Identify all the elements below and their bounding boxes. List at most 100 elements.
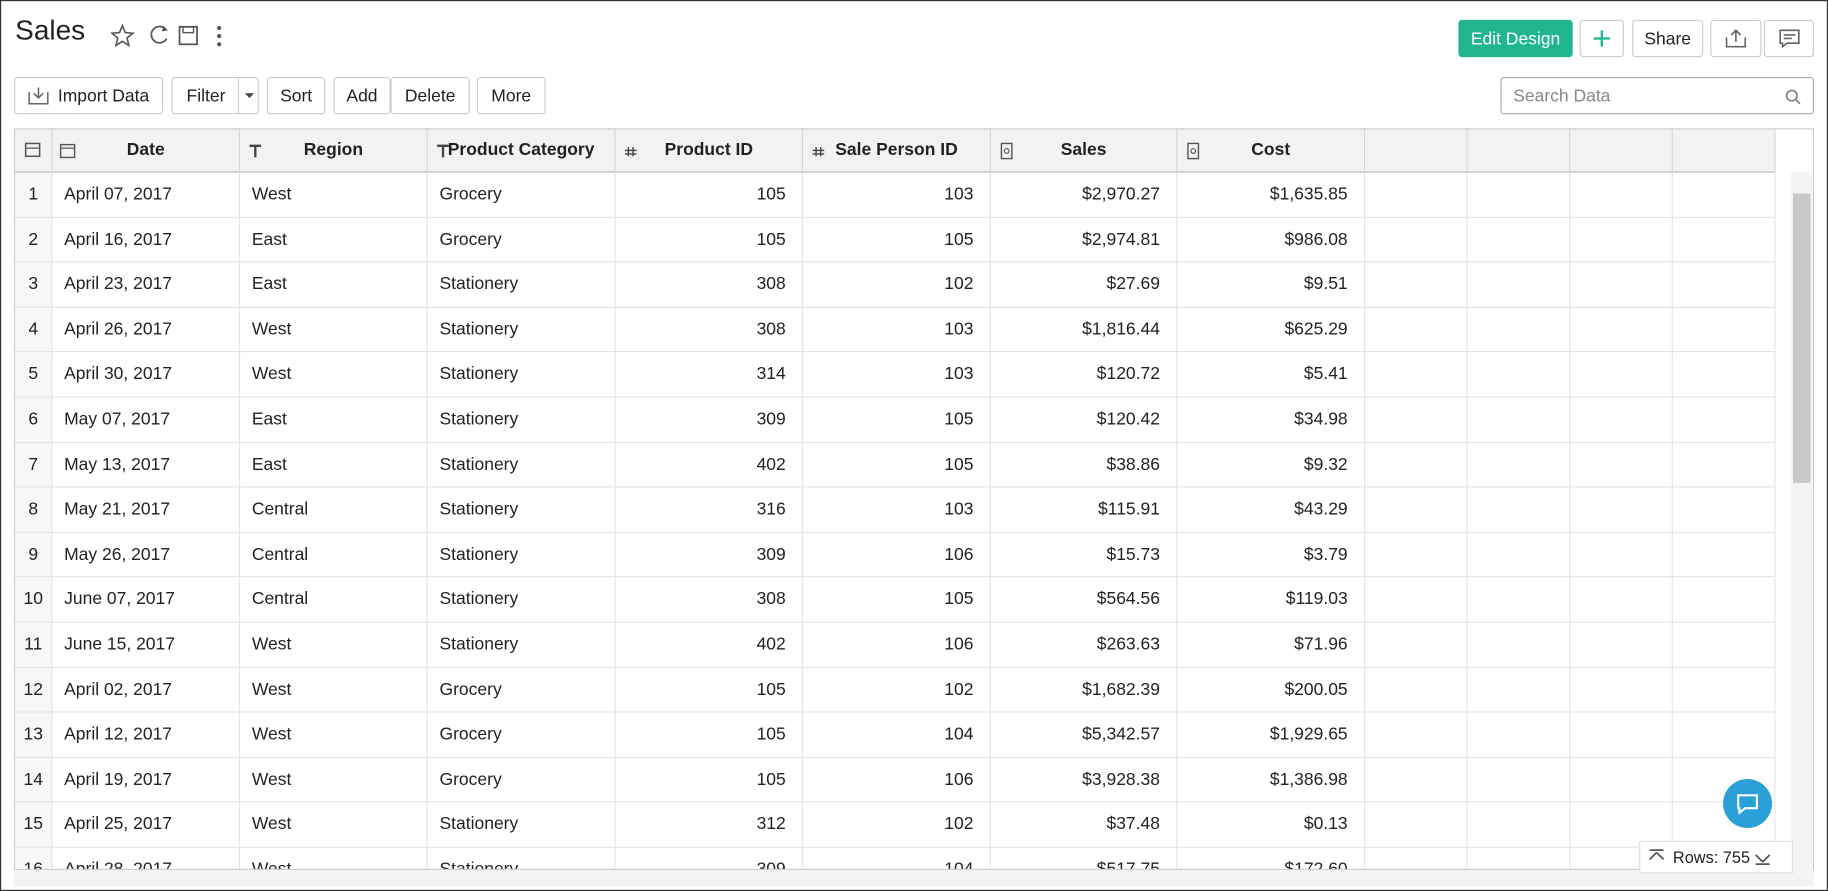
table-cell[interactable]: 105 — [803, 442, 991, 488]
table-cell[interactable]: 105 — [615, 757, 804, 803]
table-cell[interactable]: 106 — [803, 622, 991, 668]
table-cell[interactable]: $27.69 — [990, 262, 1178, 308]
table-cell[interactable]: $1,682.39 — [990, 667, 1178, 713]
table-cell[interactable]: $0.13 — [1177, 802, 1366, 848]
table-cell[interactable]: May 13, 2017 — [52, 442, 241, 488]
table-cell[interactable]: $625.29 — [1177, 307, 1366, 353]
table-cell[interactable]: 105 — [615, 217, 804, 263]
table-cell[interactable]: 104 — [803, 847, 991, 869]
table-cell[interactable]: $172.60 — [1177, 847, 1366, 869]
table-cell[interactable]: 309 — [615, 532, 804, 578]
table-cell[interactable]: May 26, 2017 — [52, 532, 241, 578]
table-cell[interactable]: $564.56 — [990, 577, 1178, 623]
table-cell[interactable]: $1,635.85 — [1177, 172, 1366, 218]
column-header[interactable]: Date — [52, 129, 241, 173]
toolbar-button[interactable]: Import Data — [13, 76, 164, 115]
table-cell[interactable]: 105 — [615, 172, 804, 218]
table-cell[interactable]: April 28, 2017 — [52, 847, 241, 869]
table-cell[interactable]: $9.32 — [1177, 442, 1366, 488]
table-cell[interactable]: June 15, 2017 — [52, 622, 241, 668]
table-cell[interactable]: April 25, 2017 — [52, 802, 241, 848]
toolbar-button[interactable]: More — [476, 76, 546, 115]
table-cell[interactable]: $71.96 — [1177, 622, 1366, 668]
export-button[interactable] — [1710, 19, 1762, 58]
scroll-thumb[interactable] — [1793, 193, 1811, 483]
table-cell[interactable]: Central — [240, 532, 428, 578]
table-cell[interactable]: East — [240, 217, 428, 263]
table-cell[interactable]: 102 — [803, 802, 991, 848]
table-cell[interactable]: $3.79 — [1177, 532, 1366, 578]
table-cell[interactable]: West — [240, 847, 428, 869]
table-cell[interactable]: West — [240, 172, 428, 218]
scroll-top-icon[interactable] — [1640, 848, 1673, 867]
table-cell[interactable]: $200.05 — [1177, 667, 1366, 713]
toolbar-button[interactable]: Add — [333, 76, 391, 115]
table-cell[interactable]: 402 — [615, 442, 804, 488]
table-cell[interactable]: 103 — [803, 307, 991, 353]
toolbar-button[interactable]: Delete — [390, 76, 470, 115]
table-cell[interactable]: April 30, 2017 — [52, 352, 241, 398]
table-cell[interactable]: East — [240, 442, 428, 488]
table-cell[interactable]: $9.51 — [1177, 262, 1366, 308]
refresh-icon[interactable] — [150, 25, 168, 44]
table-cell[interactable]: April 12, 2017 — [52, 712, 241, 758]
table-cell[interactable]: East — [240, 262, 428, 308]
table-cell[interactable]: $263.63 — [990, 622, 1178, 668]
table-cell[interactable]: 103 — [803, 352, 991, 398]
table-cell[interactable]: $2,974.81 — [990, 217, 1178, 263]
table-cell[interactable]: $43.29 — [1177, 487, 1366, 533]
table-cell[interactable]: May 21, 2017 — [52, 487, 241, 533]
table-cell[interactable]: $517.75 — [991, 847, 1178, 869]
table-cell[interactable]: $2,970.27 — [990, 172, 1178, 218]
table-cell[interactable]: Grocery — [427, 712, 616, 758]
table-cell[interactable]: April 19, 2017 — [52, 757, 241, 803]
table-cell[interactable]: 106 — [803, 757, 991, 803]
column-header[interactable]: Sale Person ID — [803, 129, 991, 173]
table-cell[interactable]: Stationery — [427, 487, 616, 533]
column-header[interactable]: Product ID — [615, 129, 804, 173]
table-cell[interactable]: April 02, 2017 — [52, 667, 241, 713]
filter-dropdown[interactable] — [237, 78, 260, 114]
table-cell[interactable]: 103 — [803, 487, 991, 533]
table-cell[interactable]: Stationery — [427, 622, 616, 668]
toolbar-button[interactable]: Sort — [266, 76, 326, 115]
edit-design-button[interactable]: Edit Design — [1458, 19, 1573, 58]
scroll-bottom-icon[interactable] — [1750, 848, 1776, 867]
table-cell[interactable]: 308 — [615, 307, 804, 353]
menu-dot[interactable] — [217, 25, 222, 31]
table-cell[interactable]: $5,342.57 — [990, 712, 1178, 758]
row-select-icon[interactable] — [15, 129, 52, 171]
table-cell[interactable]: May 07, 2017 — [52, 397, 241, 443]
table-cell[interactable]: 309 — [615, 397, 804, 443]
table-cell[interactable]: 106 — [803, 532, 991, 578]
column-header[interactable]: Sales — [990, 129, 1178, 173]
table-cell[interactable]: Stationery — [427, 352, 616, 398]
table-cell[interactable]: 314 — [615, 352, 804, 398]
table-cell[interactable]: Stationery — [427, 307, 616, 353]
chat-button[interactable] — [1723, 779, 1773, 829]
table-cell[interactable]: West — [240, 757, 428, 803]
table-cell[interactable]: Grocery — [427, 667, 616, 713]
table-cell[interactable]: West — [240, 667, 428, 713]
table-cell[interactable]: $1,929.65 — [1177, 712, 1366, 758]
toolbar-button[interactable]: Filter — [171, 76, 260, 115]
table-cell[interactable]: $38.86 — [990, 442, 1178, 488]
table-cell[interactable]: 402 — [615, 622, 804, 668]
save-icon[interactable] — [178, 25, 198, 46]
table-cell[interactable]: 105 — [615, 712, 804, 758]
table-cell[interactable]: $986.08 — [1177, 217, 1366, 263]
search-box[interactable]: Search Data — [1500, 76, 1814, 115]
table-cell[interactable]: Grocery — [427, 757, 616, 803]
column-header[interactable]: Product Category — [427, 129, 616, 173]
table-cell[interactable]: Central — [240, 577, 428, 623]
table-cell[interactable]: $119.03 — [1177, 577, 1366, 623]
table-cell[interactable]: 103 — [803, 172, 991, 218]
share-button[interactable]: Share — [1632, 19, 1704, 58]
table-cell[interactable]: April 07, 2017 — [52, 172, 241, 218]
table-cell[interactable]: 105 — [803, 577, 991, 623]
table-cell[interactable]: $15.73 — [990, 532, 1178, 578]
table-cell[interactable]: Stationery — [427, 532, 616, 578]
table-cell[interactable]: $3,928.38 — [990, 757, 1178, 803]
table-cell[interactable]: $120.42 — [990, 397, 1178, 443]
table-cell[interactable]: April 26, 2017 — [52, 307, 241, 353]
